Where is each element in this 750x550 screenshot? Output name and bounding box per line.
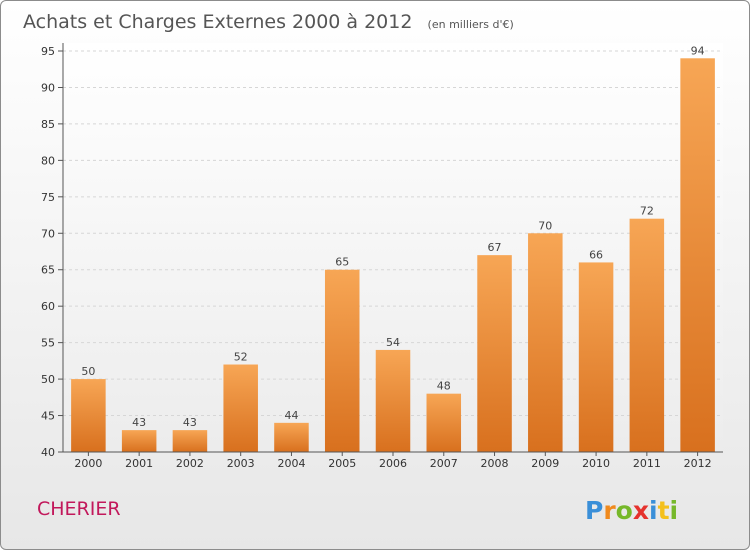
data-label-2005: 65 xyxy=(335,256,349,269)
logo-letter: i xyxy=(670,496,679,525)
data-label-2001: 43 xyxy=(132,416,146,429)
bar-2009 xyxy=(528,233,563,452)
logo-letter: P xyxy=(585,496,603,525)
y-tick-label: 45 xyxy=(41,410,55,423)
y-tick-label: 50 xyxy=(41,373,55,386)
bar-2007 xyxy=(426,393,462,452)
data-label-2004: 44 xyxy=(284,409,298,422)
bar-2003 xyxy=(223,364,258,452)
bar-2001 xyxy=(121,430,157,452)
y-tick-label: 95 xyxy=(41,45,55,58)
bar-2002 xyxy=(172,430,208,452)
logo-letter: r xyxy=(603,496,616,525)
x-tick-label-2012: 2012 xyxy=(684,457,712,470)
data-label-2003: 52 xyxy=(234,351,248,364)
data-label-2011: 72 xyxy=(640,205,654,218)
x-tick-label-2002: 2002 xyxy=(176,457,204,470)
x-tick-label-2006: 2006 xyxy=(379,457,407,470)
y-tick-label: 40 xyxy=(41,446,55,459)
data-label-2000: 50 xyxy=(81,365,95,378)
bar-2011 xyxy=(629,218,665,452)
x-tick-label-2000: 2000 xyxy=(74,457,102,470)
y-tick-label: 70 xyxy=(41,227,55,240)
y-tick-label: 55 xyxy=(41,337,55,350)
bar-2006 xyxy=(375,349,411,452)
x-tick-label-2011: 2011 xyxy=(633,457,661,470)
bar-2008 xyxy=(477,255,512,452)
x-tick-label-2005: 2005 xyxy=(328,457,356,470)
bar-2012 xyxy=(680,58,715,453)
x-tick-label-2001: 2001 xyxy=(125,457,153,470)
chart-unit-subtitle: (en milliers d'€) xyxy=(428,18,514,31)
data-label-2010: 66 xyxy=(589,248,603,261)
commune-name: CHERIER xyxy=(37,498,121,520)
data-label-2012: 94 xyxy=(691,44,705,57)
bar-2000 xyxy=(71,379,106,452)
chart-title: Achats et Charges Externes 2000 à 2012 xyxy=(23,11,412,33)
y-tick-label: 65 xyxy=(41,264,55,277)
y-tick-label: 80 xyxy=(41,154,55,167)
x-tick-label-2003: 2003 xyxy=(227,457,255,470)
x-tick-label-2010: 2010 xyxy=(582,457,610,470)
bar-2004 xyxy=(274,422,309,452)
data-label-2009: 70 xyxy=(538,219,552,232)
bars: 50 43 43 52 44 65 54 48 67 70 66 72 94 xyxy=(71,44,715,453)
bar-2010 xyxy=(578,262,614,452)
axes: 40 45 50 55 60 65 70 75 80 85 90 95 2000 2001 2002 2003… xyxy=(41,43,723,470)
x-tick-label-2007: 2007 xyxy=(430,457,458,470)
x-tick-label-2009: 2009 xyxy=(531,457,559,470)
logo-letter: i xyxy=(649,496,658,525)
data-label-2008: 67 xyxy=(488,241,502,254)
y-tick-label: 75 xyxy=(41,191,55,204)
x-tick-label-2008: 2008 xyxy=(481,457,509,470)
data-label-2006: 54 xyxy=(386,336,400,349)
logo-letter: o xyxy=(616,496,633,525)
x-tick-label-2004: 2004 xyxy=(277,457,305,470)
logo-letter: x xyxy=(633,496,649,525)
bar-2005 xyxy=(324,269,360,452)
data-label-2007: 48 xyxy=(437,380,451,393)
y-tick-label: 85 xyxy=(41,118,55,131)
y-tick-label: 60 xyxy=(41,300,55,313)
y-tick-label: 90 xyxy=(41,81,55,94)
data-label-2002: 43 xyxy=(183,416,197,429)
svg-text:Achats et Charges Externes 200: Achats et Charges Externes 2000 à 2012 (… xyxy=(23,11,514,33)
proxiti-logo: Proxiti xyxy=(585,496,678,525)
logo-letter: t xyxy=(658,496,670,525)
